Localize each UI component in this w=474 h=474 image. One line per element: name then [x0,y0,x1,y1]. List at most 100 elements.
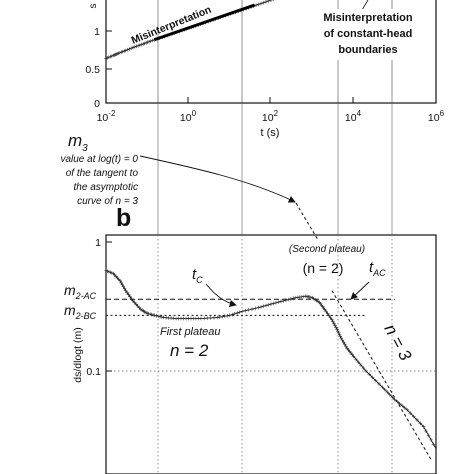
panel-b-series-markers [104,268,436,447]
panel-b-point-146 [383,387,387,392]
panel-b-point-81 [271,301,276,306]
m3-note-line1: value at log(t) = 0 [60,154,138,165]
panel-b-point-58 [208,316,213,320]
panel-b-point-160 [421,424,426,429]
panel-b-point-73 [250,307,254,311]
panel-a-ylabel: s [88,4,99,9]
panel-a-point-30 [148,39,153,43]
panel-a-point-80 [269,0,273,2]
panel-b-frame [105,234,437,474]
tc-label: tC [192,266,203,285]
panel-a-point-74 [254,3,258,8]
panel-b-point-74 [253,306,258,311]
panel-b-ytick-label-1: 1 [95,237,101,249]
panel-b-ytick-label-01: 0.1 [86,366,101,378]
panel-b-point-164 [431,442,436,447]
panel-b-point-57 [205,316,210,320]
panel-a-xtick-2: 100 [180,109,197,124]
panel-b-point-126 [340,338,345,342]
panel-b-point-114 [328,315,333,320]
panel-b-point-64 [225,313,230,318]
panel-b-point-21 [132,300,137,305]
panel-b-point-65 [227,313,232,318]
panel-b-point-75 [256,305,261,310]
panel-b-point-35 [152,313,157,318]
panel-b-point-155 [405,408,409,412]
panel-b-point-12 [120,282,125,287]
panel-b-point-18 [128,294,132,299]
panel-a-point-19 [131,45,135,50]
panel-a-boundaries-line2: of constant-head [324,28,413,40]
panel-a-x-ticks: 10-2 100 102 104 106 [97,97,445,124]
panel-b-point-163 [429,438,433,442]
panel-a-point-77 [261,0,266,5]
panel-a-point-76 [259,1,263,6]
panel-b-point-70 [240,309,244,314]
first-plateau-n2: n = 2 [170,341,209,360]
panel-b-point-152 [397,401,402,406]
panel-b-point-153 [400,403,404,408]
panel-b-point-136 [354,357,358,362]
panel-a-point-23 [138,43,142,47]
panel-b-point-10 [118,279,122,283]
m3-note-line4: curve of n = 3 [77,196,138,207]
panel-b-point-154 [402,405,407,410]
panel-b-point-22 [134,302,138,307]
panel-b-point-76 [259,305,263,309]
m3-note-line2: of the tangent to [66,168,139,179]
panel-b-point-149 [390,395,395,399]
panel-b-point-150 [392,397,397,402]
panel-b-point-110 [322,307,327,312]
panel-a-series-markers [104,0,277,61]
panel-b-point-121 [336,329,340,333]
panel-b-point-69 [237,310,242,314]
panel-a-xtick-4: 104 [345,109,362,124]
panel-b-point-56 [202,316,207,321]
panel-b-point-135 [351,354,356,359]
panel-b-point-23 [135,304,140,308]
panel-connectors [157,103,393,235]
panel-a-xlabel: t (s) [261,127,280,139]
panel-a-boundaries-line1: Misinterpretation [323,12,413,24]
panel-b-point-66 [230,312,235,317]
panel-b-point-138 [359,363,363,367]
panel-b-point-144 [377,382,381,386]
panel-b-point-17 [126,292,131,297]
panel-b-point-156 [408,411,413,416]
panel-b-point-82 [274,300,278,305]
panel-b-point-142 [370,375,375,380]
panel-b-point-39 [160,315,164,319]
panel-b-point-72 [246,308,251,312]
panel-b-point-37 [156,314,160,318]
panel-b-point-55 [199,316,203,321]
panel-b-point-112 [325,311,330,316]
panel-a-fit-line [154,3,256,42]
tac-arrow [350,281,370,300]
panel-a-point-15 [123,48,128,53]
panel-a-point-79 [266,0,271,3]
second-plateau-label: (Second plateau) [289,244,365,255]
panel-a-point-75 [256,2,261,7]
n3-asymptote-line [331,290,433,462]
panel-b-point-78 [264,303,268,308]
panel-b-point-140 [364,369,368,373]
panel-b-point-71 [243,308,248,313]
panel-b-point-145 [380,385,385,389]
panel-b-point-137 [356,360,361,364]
panel-a-point-21 [134,44,139,49]
panel-a: 0 0.5 1 s 10-2 100 102 104 106 t (s) Mis… [85,0,445,139]
panel-a-point-22 [136,43,141,48]
panel-b: b 1 0.1 ds/dlogt (m) m2-AC m2-BC tC (Sec… [64,202,437,474]
panel-a-y-ticks: 0 0.5 1 [85,26,112,110]
panel-a-point-24 [139,42,144,47]
panel-b-ylabel: ds/dlogt (m) [72,327,84,382]
panel-a-xtick-5: 106 [428,109,445,124]
m3-note-line3: the asymptotic [74,182,138,193]
panel-b-point-116 [331,319,335,324]
m3-tangent-extension [295,202,319,241]
panel-a-point-31 [150,38,155,43]
panel-b-point-127 [341,340,346,344]
panel-b-point-118 [333,323,337,328]
tac-label: tAC [369,259,386,278]
panel-b-point-122 [336,331,341,335]
